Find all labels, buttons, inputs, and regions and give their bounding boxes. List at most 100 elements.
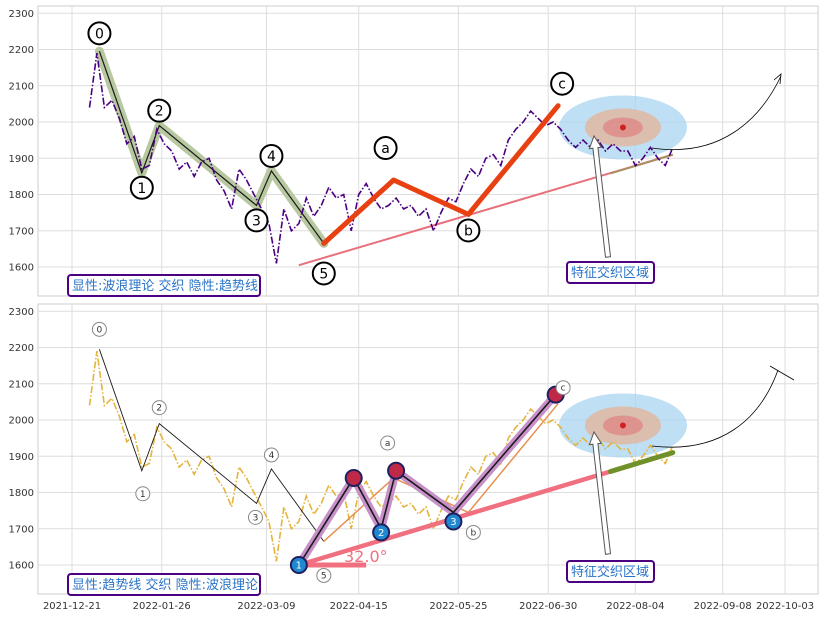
y-tick-label: 1800 [9,190,34,201]
y-tick-label: 2000 [9,416,34,427]
touch-point-label: 2 [378,528,384,539]
trend-line-projection [607,450,676,474]
wave-label-circle [550,71,575,96]
wave-label-circle [465,524,481,540]
y-tick-label: 2300 [9,307,34,318]
y-tick-label: 2200 [9,343,34,354]
x-tick-label: 2021-12-21 [43,601,101,612]
wave-label-a: a [385,439,391,449]
region-pointer-arrow [588,430,612,555]
wave-label-circle [263,447,279,463]
projection-arrow [651,75,782,150]
wave-label-circle [244,208,269,233]
wave-label-circle [147,98,172,123]
wave-label-circle [316,567,332,583]
wave-label-4: 4 [269,451,275,461]
trend-zigzag-line [298,394,557,566]
y-tick-label: 1600 [9,263,34,274]
x-tick-label: 2022-03-09 [237,601,295,612]
corrective-wave-line [321,103,561,246]
wave-label-5: 5 [319,266,328,282]
plot-area [37,303,819,595]
y-tick-label: 2000 [9,118,34,129]
trend-line-projection [610,153,674,175]
region-pointer-arrow [588,134,612,258]
projection-arrow-cap [769,365,795,381]
touch-point-label: 3 [450,517,456,528]
wave-label-1: 1 [137,181,146,197]
x-tick-label: 2022-08-04 [606,601,664,612]
panel-bottom-annotation: 显性:趋势线 交织 隐性:波浪理论 [72,577,258,593]
y-tick-label: 1600 [9,561,34,572]
panel-bottom-annotation-box [67,573,261,596]
wave-label-circle [129,175,154,200]
y-tick-label: 1900 [9,452,34,463]
wave-label-2: 2 [156,404,162,414]
y-tick-label: 1700 [9,226,34,237]
angle-label: 32.0° [344,547,388,566]
wave-label-1: 1 [140,490,146,500]
wave-label-0: 0 [95,26,104,42]
wave-label-circle [247,509,263,525]
wave-label-circle [135,486,151,502]
wave-label-5: 5 [321,571,327,581]
x-tick-label: 2022-09-08 [694,601,752,612]
impulse-wave-line [98,51,325,244]
wave-label-b: b [464,223,473,239]
x-tick-label: 2022-05-25 [429,601,487,612]
wave-label-b: b [471,528,477,538]
wave-label-4: 4 [267,149,276,165]
price-series-line [88,350,674,562]
x-tick-label: 2022-06-30 [519,601,577,612]
wave-label-circle [373,136,398,160]
x-tick-label: 2022-01-26 [133,601,191,612]
x-tick-label: 2022-10-03 [756,601,814,612]
wave-label-circle [555,380,571,396]
touch-point-5 [387,461,406,480]
panel-top-region-label: 特征交织区域 [571,265,649,281]
touch-point-3 [444,512,463,531]
wave-label-3: 3 [253,513,259,523]
wave-label-circle [456,218,481,243]
wave-label-circle [151,400,167,416]
y-tick-label: 2100 [9,379,34,390]
wave-label-c: c [561,384,566,394]
touch-point-label: 1 [296,561,302,572]
price-series-line [88,52,674,264]
plot-area [37,5,819,297]
wave-label-circle [259,143,284,168]
panel-bottom-region-label: 特征交织区域 [571,564,649,580]
projection-arrow-head [773,73,782,85]
x-tick-label: 2022-04-15 [330,601,388,612]
touch-point-2 [372,523,391,542]
wave-label-circle [380,435,396,451]
panel-top-annotation-box [67,274,261,297]
touch-point-1 [289,556,308,574]
y-tick-label: 2300 [9,9,34,20]
panel-top-annotation: 显性:波浪理论 交织 隐性:趋势线 [72,278,258,294]
wave-label-circle [87,21,112,46]
panel-bottom: 1600 1700 1800 1900 2000 2100 2200 2300 32.0° 1 2 3… [9,303,819,596]
y-tick-label: 1800 [9,488,34,499]
panel-bottom-region-label-box [566,560,655,583]
panel-top: 1600 1700 1800 1900 2000 2100 2200 2300 0 1 2 3 4 5 a b… [9,5,819,297]
wave-label-2: 2 [155,104,164,120]
x-axis: 2021-12-21 2022-01-26 2022-03-09 2022-04-15… [43,601,814,612]
wave-label-0: 0 [97,325,103,335]
y-tick-label: 2100 [9,81,34,92]
wave-label-c: c [558,77,566,93]
projection-arrow [651,369,779,448]
wave-label-3: 3 [252,213,261,229]
target-center [619,124,626,131]
y-tick-label: 2200 [9,45,34,56]
y-tick-label: 1900 [9,154,34,165]
y-tick-label: 1700 [9,524,34,535]
panel-top-region-label-box [566,261,655,284]
target-center [619,422,626,429]
wave-label-circle [311,261,336,286]
impulse-wave-line [98,349,325,542]
wave-label-circle [91,321,107,337]
wave-label-a: a [381,141,390,157]
